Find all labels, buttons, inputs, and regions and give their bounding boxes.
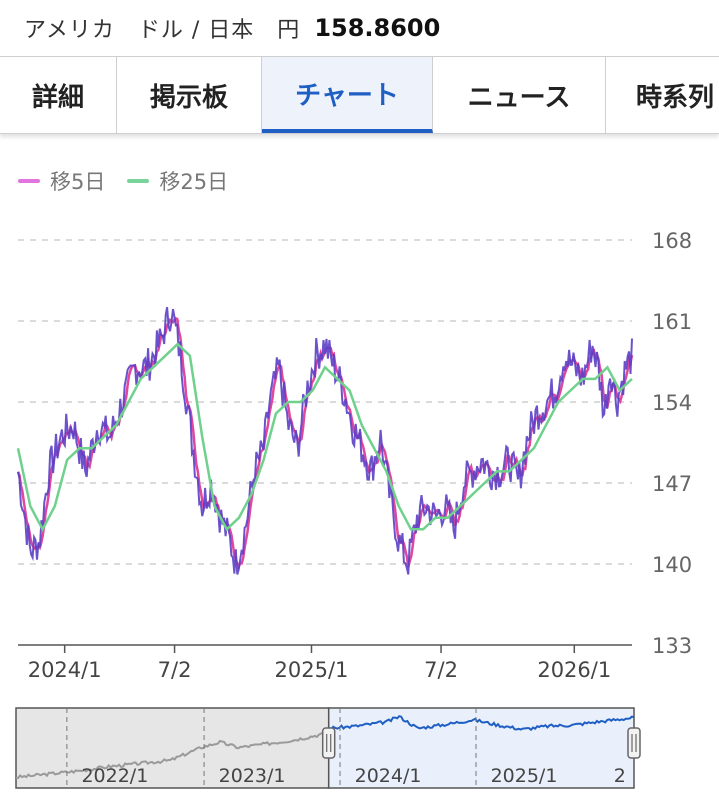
x-tick-label: 7/2 bbox=[158, 658, 192, 682]
x-tick-label: 7/2 bbox=[424, 658, 458, 682]
legend-item-ma25[interactable]: 移25日 bbox=[127, 166, 228, 196]
ma5-line bbox=[16, 316, 634, 570]
tab-time-series[interactable]: 時系列 bbox=[636, 82, 715, 113]
handle-grip bbox=[321, 727, 336, 759]
y-tick-label: 161 bbox=[652, 310, 692, 334]
navigator-right-handle[interactable] bbox=[627, 727, 641, 759]
tab-bar: 詳細 掲示板 チャート ニュース 時系列 bbox=[0, 56, 719, 134]
y-tick-label: 168 bbox=[652, 229, 692, 253]
price-line bbox=[17, 307, 633, 575]
navigator-label: 2023/1 bbox=[219, 765, 286, 787]
x-tick-label: 2024/1 bbox=[28, 658, 102, 682]
x-tick-label: 2026/1 bbox=[537, 658, 611, 682]
quote-header: アメリカ ドル / 日本 円 158.8600 bbox=[0, 0, 719, 56]
x-tick-label: 2025/1 bbox=[275, 658, 349, 682]
legend-label-ma25: 移25日 bbox=[159, 170, 229, 194]
current-price: 158.8600 bbox=[314, 14, 441, 42]
handle-grip bbox=[627, 727, 641, 759]
tab-chart[interactable]: チャート bbox=[262, 57, 433, 133]
navigator-left-handle[interactable] bbox=[321, 727, 336, 759]
tab-message-board[interactable]: 掲示板 bbox=[117, 57, 262, 133]
navigator-label: 2024/1 bbox=[355, 765, 422, 787]
legend-swatch-ma25 bbox=[127, 179, 150, 183]
y-tick-label: 140 bbox=[652, 553, 692, 577]
navigator-label: 2022/1 bbox=[81, 765, 148, 787]
legend-label-ma5: 移5日 bbox=[50, 170, 106, 194]
navigator-unselected bbox=[15, 707, 330, 789]
navigator-selected-line bbox=[326, 715, 635, 732]
chart-legend: 移5日 移25日 bbox=[18, 166, 250, 196]
tab-details[interactable]: 詳細 bbox=[0, 57, 117, 133]
navigator-label: 2 bbox=[614, 765, 626, 787]
price-chart[interactable]: 168 161 154 147 140 133 2024/1 7/2 2025/1 7/2 2026… bbox=[0, 200, 719, 690]
legend-swatch-ma5 bbox=[18, 179, 40, 183]
y-tick-label: 147 bbox=[652, 472, 692, 496]
ma25-line bbox=[16, 342, 633, 532]
y-tick-label: 154 bbox=[652, 391, 692, 415]
range-navigator[interactable]: 2022/1 2023/1 2024/1 2025/1 2 bbox=[0, 700, 719, 800]
y-tick-label: 133 bbox=[652, 634, 692, 658]
legend-item-ma5[interactable]: 移5日 bbox=[18, 166, 105, 196]
tab-news[interactable]: ニュース bbox=[433, 57, 606, 133]
navigator-history-line bbox=[15, 730, 328, 780]
currency-pair-name: アメリカ ドル / 日本 円 bbox=[24, 18, 301, 43]
navigator-label: 2025/1 bbox=[491, 765, 558, 787]
